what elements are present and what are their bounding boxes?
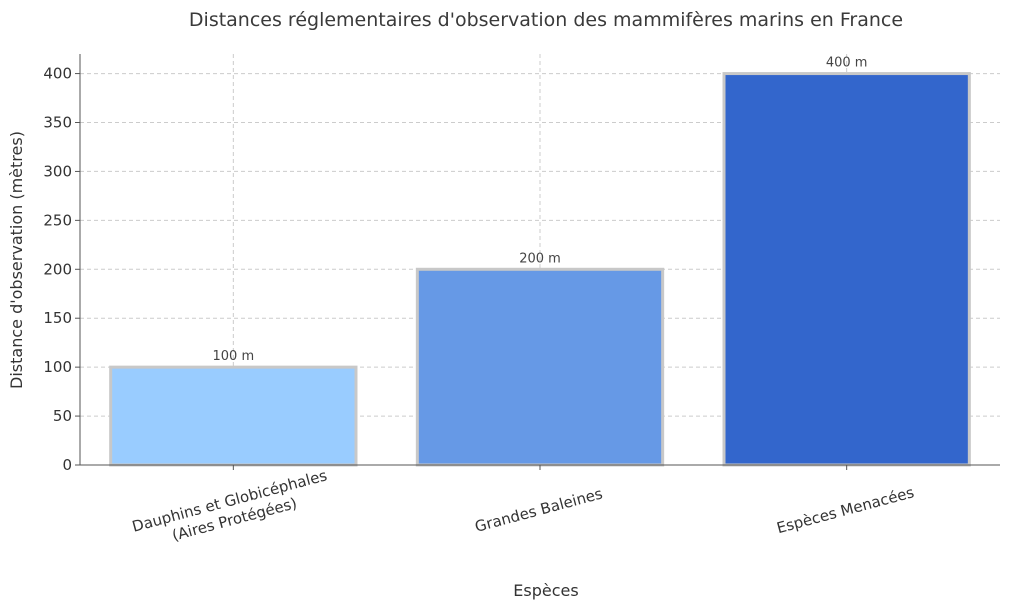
y-tick-label: 250 — [43, 211, 72, 229]
bar — [722, 72, 971, 467]
y-tick-label: 0 — [62, 456, 72, 474]
y-tick-label: 100 — [43, 358, 72, 376]
y-tick-label: 200 — [43, 260, 72, 278]
x-axis-label: Espèces — [513, 581, 578, 600]
x-tick-label-line: Espèces Menacées — [775, 483, 917, 537]
bar — [109, 365, 358, 467]
y-tick-label: 150 — [43, 309, 72, 327]
y-tick-label: 50 — [53, 407, 72, 425]
bar-value-label: 100 m — [213, 349, 255, 364]
bar-value-label: 400 m — [826, 56, 868, 71]
y-tick-label: 300 — [43, 162, 72, 180]
x-tick-label: Espèces Menacées — [775, 483, 917, 537]
y-tick-label: 350 — [43, 114, 72, 132]
y-axis-label: Distance d'observation (mètres) — [7, 131, 26, 389]
chart-title: Distances réglementaires d'observation d… — [189, 9, 903, 31]
x-tick-label: Dauphins et Globicéphales(Aires Protégée… — [130, 466, 329, 544]
y-tick-label: 400 — [43, 65, 72, 83]
x-tick-label-line: Grandes Baleines — [473, 484, 605, 535]
x-tick-label: Grandes Baleines — [473, 484, 605, 535]
bar — [415, 267, 665, 467]
bar-value-label: 200 m — [519, 251, 561, 266]
bars: 100 m 200 m 400 m — [109, 56, 971, 467]
